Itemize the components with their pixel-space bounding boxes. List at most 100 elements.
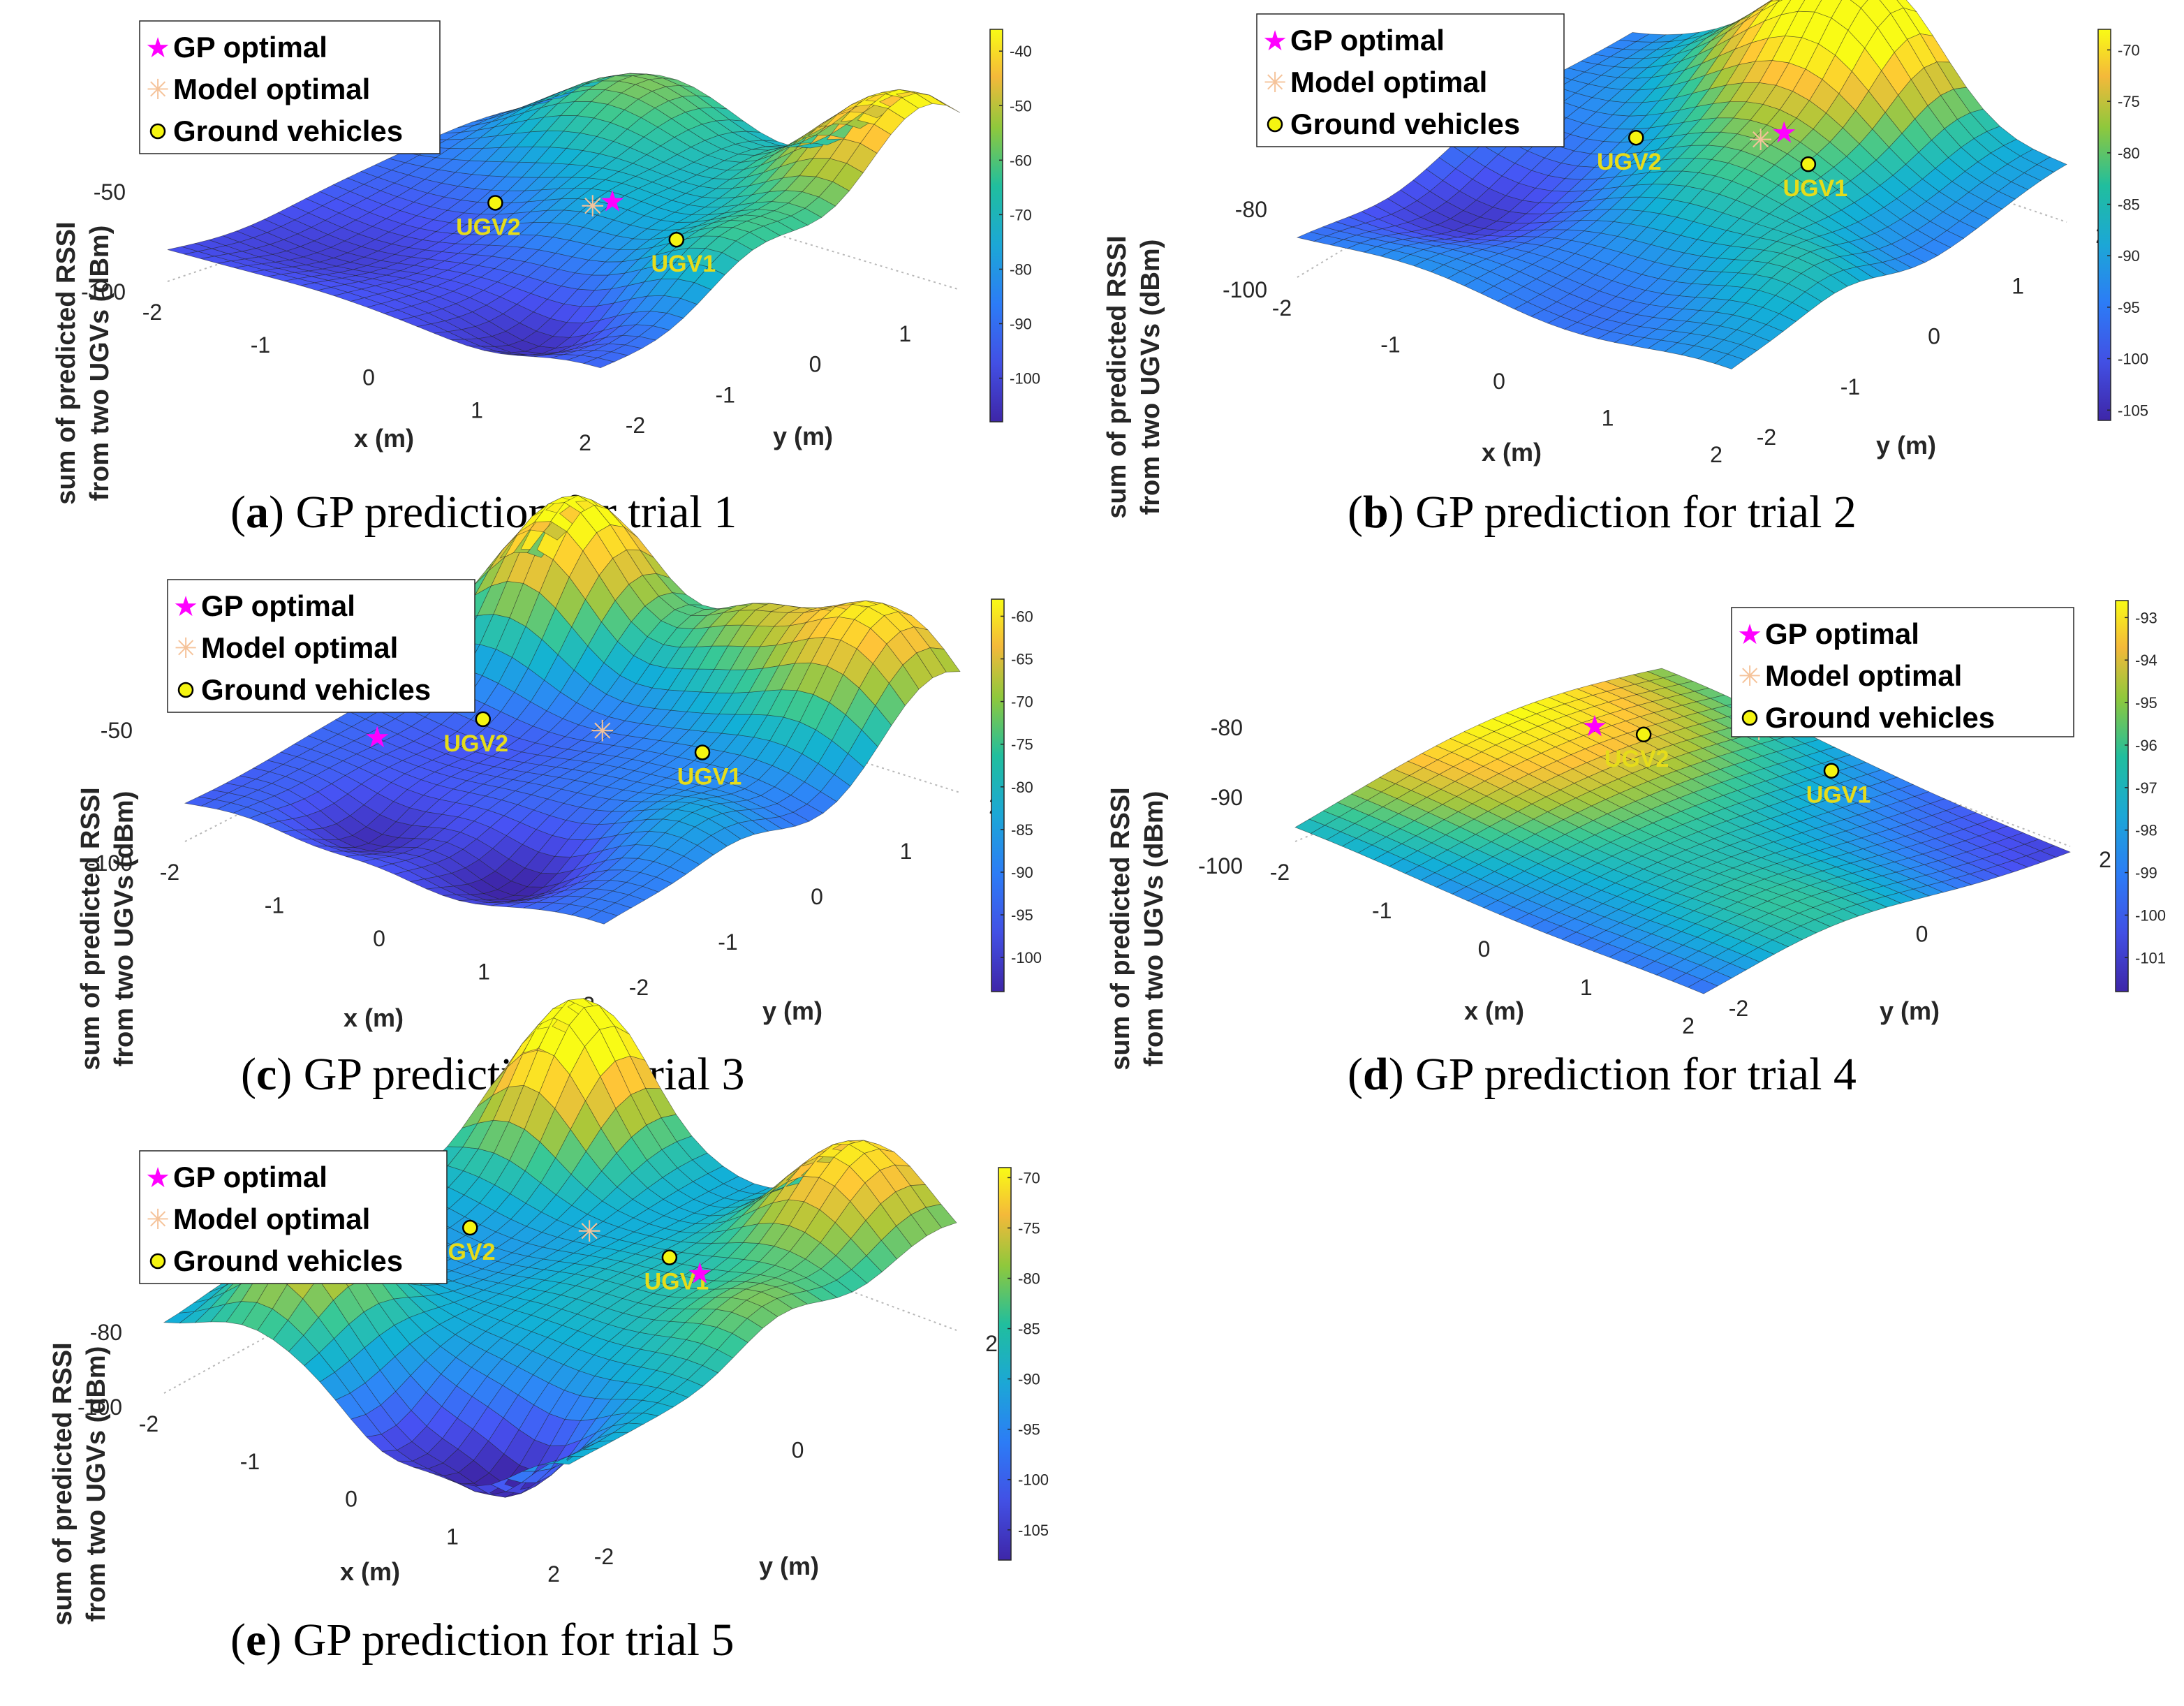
- x-tick-label: 0: [373, 926, 385, 951]
- model-optimal-marker: ✳: [577, 1215, 602, 1248]
- legend-model-label: Model optimal: [1765, 659, 1962, 692]
- legend-ground-label: Ground vehicles: [1290, 108, 1520, 140]
- colorbar-tick-label: -90: [1018, 1371, 1040, 1388]
- colorbar-tick-label: -70: [1010, 206, 1032, 223]
- legend: ★ GP optimal✳ Model optimal Ground vehicles: [139, 20, 441, 154]
- colorbar-gradient: [2115, 600, 2129, 992]
- x-tick-label: 2: [579, 430, 591, 455]
- model-optimal-marker: ✳: [1748, 124, 1773, 156]
- caption-open-paren: (: [1348, 487, 1363, 538]
- vehicle-label: UGV2: [1597, 149, 1662, 175]
- caption-text: ) GP prediction for trial 4: [1389, 1049, 1857, 1100]
- legend-gp-label: GP optimal: [1765, 617, 1919, 650]
- colorbar: -60 -65 -70 -75 -80 -85 -90 -95 -100: [991, 598, 1042, 992]
- y-tick-label: -1: [716, 382, 735, 407]
- caption-text: ) GP prediction for trial 1: [269, 487, 737, 538]
- legend-model-icon: ✳: [174, 633, 198, 664]
- y-tick-label: 0: [1916, 922, 1928, 947]
- ground-vehicle-marker: [1635, 726, 1652, 743]
- x-axis-label: x (m): [354, 424, 414, 453]
- legend: ★ GP optimal✳ Model optimal Ground vehicles: [1731, 607, 2074, 737]
- x-tick-label: 0: [1478, 936, 1491, 962]
- ground-vehicle-marker: [1800, 156, 1817, 172]
- z-tick-label: -100: [1223, 277, 1267, 302]
- vehicle-label: UGV2: [443, 730, 508, 757]
- colorbar-gradient: [991, 598, 1005, 992]
- vehicle-label: UGV2: [456, 214, 521, 240]
- ground-vehicle-marker: [487, 195, 503, 211]
- caption-letter: a: [246, 487, 269, 538]
- colorbar-tick-label: -100: [1018, 1471, 1049, 1489]
- colorbar-tick-label: -97: [2135, 779, 2157, 797]
- legend-gp-icon: ★: [1262, 26, 1287, 57]
- z-axis-label: sum of predicted RSSI from two UGVs (dBm): [52, 221, 115, 504]
- colorbar-tick-label: -85: [1018, 1321, 1040, 1338]
- legend: ★ GP optimal✳ Model optimal Ground vehicles: [1256, 13, 1565, 147]
- colorbar-tick-label: -75: [1018, 1219, 1040, 1237]
- ground-vehicle-marker: [668, 231, 685, 248]
- y-tick-label: 1: [2012, 273, 2024, 298]
- z-axis-label: sum of predicted RSSI from two UGVs (dBm): [1102, 235, 1165, 518]
- x-tick-label: -2: [1272, 295, 1292, 321]
- vehicle-label: UGV1: [1783, 175, 1848, 202]
- y-axis-label: y (m): [759, 1552, 819, 1580]
- colorbar-tick-label: -99: [2135, 865, 2157, 882]
- legend-gp-icon: ★: [145, 1163, 170, 1193]
- legend-model-icon: ✳: [146, 75, 170, 105]
- surface-cell: [1777, 0, 1783, 3]
- surface-cell: [2036, 156, 2067, 172]
- legend-ground-label: Ground vehicles: [1765, 701, 1995, 734]
- x-tick-label: -2: [1270, 860, 1290, 885]
- colorbar-tick-label: -80: [1011, 779, 1033, 796]
- colorbar-tick-label: -70: [1018, 1169, 1040, 1186]
- surface-cell: [2039, 845, 2071, 858]
- legend-box: [1256, 13, 1565, 147]
- floor-grid: [163, 1179, 957, 1394]
- z-axis-label-line2: from two UGVs (dBm): [1136, 240, 1165, 515]
- legend-ground-icon: [149, 1253, 166, 1270]
- y-axis-label: y (m): [762, 997, 822, 1025]
- legend-gp-label: GP optimal: [201, 589, 355, 622]
- colorbar-tick-label: -90: [2118, 247, 2140, 265]
- legend-box: [139, 20, 441, 154]
- gp-optimal-marker: ★: [1771, 116, 1797, 149]
- colorbar-gradient: [989, 29, 1003, 422]
- colorbar-tick-label: -95: [1018, 1421, 1040, 1439]
- surface-mesh: [167, 73, 961, 369]
- z-tick-label: -100: [1198, 853, 1243, 878]
- colorbar-tick-label: -101: [2135, 949, 2166, 966]
- colorbar-tick-label: -100: [2135, 906, 2166, 924]
- z-tick-label: -80: [1235, 197, 1267, 222]
- z-axis-label-line2: from two UGVs (dBm): [85, 226, 115, 501]
- colorbar-tick-label: -90: [1011, 864, 1033, 881]
- colorbar-tick-label: -100: [1011, 949, 1042, 966]
- z-axis-label-line1: sum of predicted RSSI: [76, 787, 105, 1070]
- legend-box: [1731, 607, 2074, 737]
- y-tick-label: 0: [811, 884, 823, 909]
- y-axis-label: y (m): [1880, 997, 1940, 1025]
- gp-optimal-marker: ★: [364, 721, 390, 753]
- legend-gp-icon: ★: [173, 591, 198, 622]
- colorbar-tick-label: -80: [2118, 145, 2140, 162]
- panel-caption: (a) GP prediction for trial 1: [230, 487, 737, 538]
- caption-text: ) GP prediction for trial 5: [266, 1615, 734, 1665]
- x-tick-label: 0: [362, 365, 375, 390]
- colorbar-tick-label: -80: [1018, 1270, 1040, 1288]
- x-tick-label: 1: [471, 397, 483, 422]
- vehicle-label: UGV1: [677, 763, 742, 790]
- vehicle-label: UGV1: [1806, 782, 1871, 809]
- y-tick-label: 2: [2099, 847, 2111, 872]
- legend-model-label: Model optimal: [1290, 66, 1487, 98]
- y-tick-label: 1: [899, 321, 911, 346]
- colorbar: -70 -75 -80 -85 -90 -95 -100 -105: [998, 1167, 1049, 1561]
- z-axis-label-line1: sum of predicted RSSI: [1102, 235, 1132, 518]
- legend-gp-label: GP optimal: [1290, 24, 1445, 57]
- colorbar-tick-label: -95: [1011, 906, 1033, 924]
- colorbar: -70 -75 -80 -85 -90 -95 -100 -105: [2097, 29, 2148, 421]
- x-tick-label: 0: [345, 1487, 357, 1512]
- colorbar-tick-label: -75: [2118, 93, 2140, 110]
- legend-ground-icon: [1741, 709, 1758, 726]
- surface-mesh: [1296, 0, 2067, 369]
